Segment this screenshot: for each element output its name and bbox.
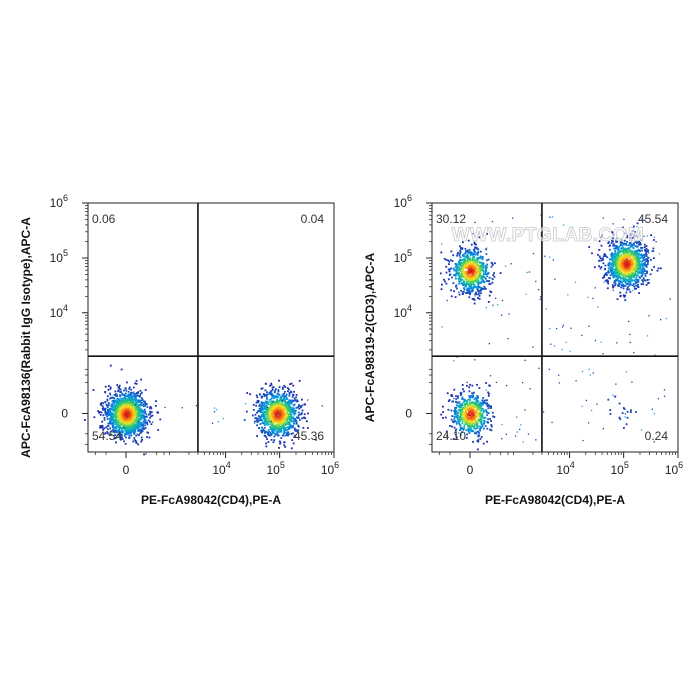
quadrant-pct-upper-right: 0.04 — [301, 212, 325, 226]
sparse-events — [99, 394, 323, 435]
y-tick-exponent: 5 — [407, 248, 412, 258]
plot-frame — [431, 202, 679, 453]
x-tick-exponent: 4 — [570, 460, 575, 470]
y-axis-title: APC-FcA98136(Rabbit IgG Isotype),APC-A — [19, 217, 33, 458]
axis-ticks — [426, 202, 679, 458]
population-4 — [607, 395, 637, 429]
x-tick-exponent: 6 — [678, 460, 683, 470]
quadrant-pct-lower-left: 54.54 — [92, 429, 122, 443]
population-1 — [439, 232, 502, 305]
y-tick-exponent: 4 — [63, 303, 68, 313]
y-tick-label: 0 — [405, 407, 412, 421]
y-tick-exponent: 5 — [63, 248, 68, 258]
x-tick-label: 0 — [467, 463, 474, 477]
x-axis-title: PE-FcA98042(CD4),PE-A — [485, 493, 625, 507]
quadrant-pct-lower-left: 24.10 — [436, 429, 466, 443]
plot-frame — [87, 202, 335, 453]
quadrant-pct-upper-left: 30.12 — [436, 212, 466, 226]
x-tick-exponent: 4 — [226, 460, 231, 470]
quadrant-pct-lower-right: 0.24 — [645, 429, 669, 443]
x-axis-title: PE-FcA98042(CD4),PE-A — [141, 493, 281, 507]
x-tick-exponent: 5 — [280, 460, 285, 470]
x-tick-label: 0 — [123, 463, 130, 477]
watermark: WWW.PTGLAB.COM — [452, 225, 645, 246]
quadrant-pct-upper-left: 0.06 — [92, 212, 116, 226]
population-1 — [84, 364, 162, 456]
sparse-events — [441, 214, 671, 443]
y-tick-exponent: 6 — [407, 193, 412, 203]
population-2 — [243, 379, 317, 450]
quadrant-pct-lower-right: 45.36 — [294, 429, 324, 443]
y-tick-exponent: 6 — [63, 193, 68, 203]
population-2 — [588, 222, 662, 301]
population-dots — [439, 214, 671, 451]
y-tick-label: 0 — [61, 407, 68, 421]
population-dots — [84, 364, 323, 456]
x-tick-exponent: 6 — [334, 460, 339, 470]
y-axis-title: APC-FcA98319-2(CD3),APC-A — [363, 252, 377, 422]
y-tick-exponent: 4 — [407, 303, 412, 313]
x-tick-exponent: 5 — [624, 460, 629, 470]
population-3 — [440, 382, 496, 451]
quadrant-pct-upper-right: 45.54 — [638, 212, 668, 226]
axis-ticks — [82, 202, 335, 458]
